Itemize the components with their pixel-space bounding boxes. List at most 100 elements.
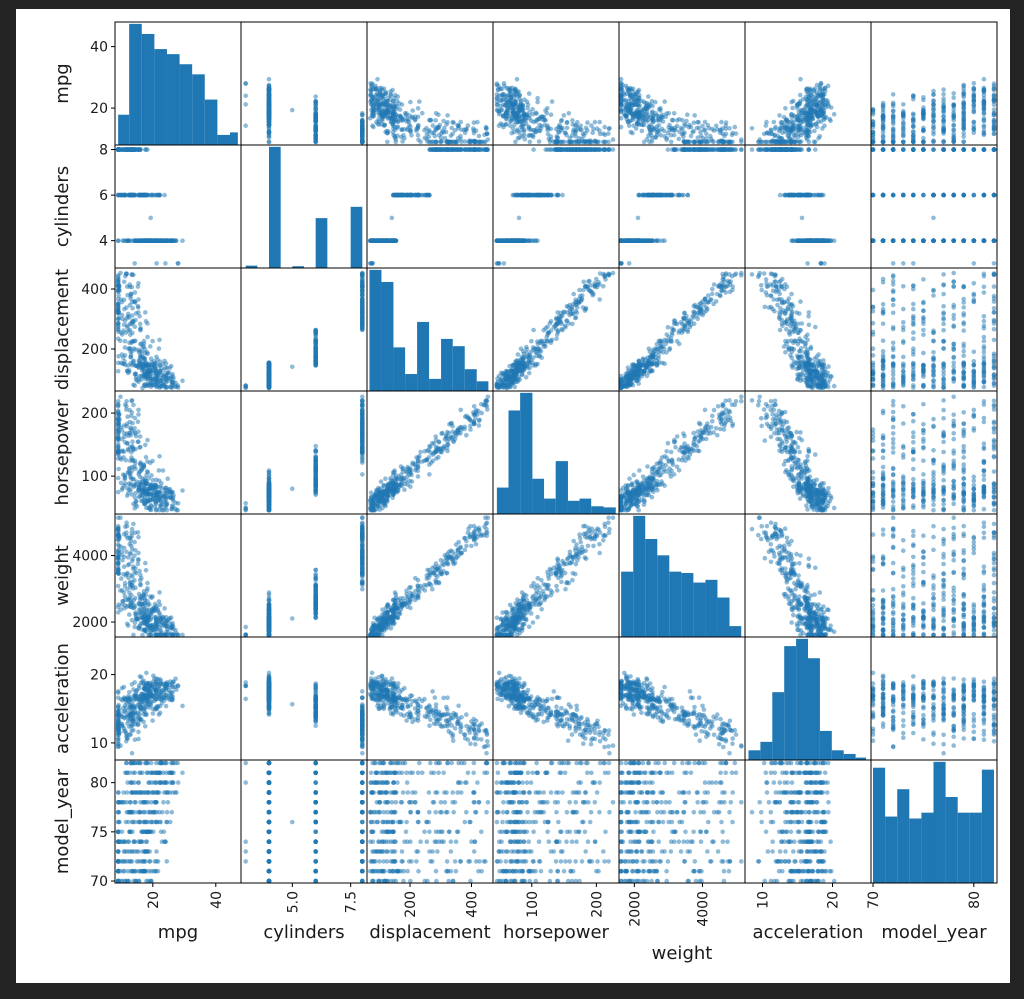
scatter-point xyxy=(577,147,582,152)
scatter-point xyxy=(313,113,319,119)
scatter-point xyxy=(727,126,732,131)
scatter-point xyxy=(692,113,697,118)
scatter-point xyxy=(502,102,508,108)
panel-mpg-vs-mpg xyxy=(118,23,238,145)
scatter-point xyxy=(658,108,663,113)
scatter-point xyxy=(991,97,997,103)
scatter-point xyxy=(392,124,398,130)
scatter-point xyxy=(162,192,167,198)
scatter-point xyxy=(777,113,782,118)
scatter-point xyxy=(602,124,607,130)
scatter-point xyxy=(430,130,435,136)
panel-cylinders-vs-model_year xyxy=(870,147,997,266)
scatter-point xyxy=(148,215,153,221)
scatter-point xyxy=(533,110,538,116)
scatter-point xyxy=(138,326,143,331)
scatter-point xyxy=(642,106,647,111)
scatter-point xyxy=(812,97,817,103)
scatter-point xyxy=(516,119,522,124)
scatter-point xyxy=(981,106,987,111)
scatter-point xyxy=(526,133,531,138)
scatter-matrix: 2040mpg468cylinders200400displacement100… xyxy=(52,21,998,964)
scatter-point xyxy=(383,111,389,117)
scatter-point xyxy=(819,238,825,243)
scatter-point xyxy=(243,123,248,128)
scatter-point xyxy=(415,132,421,138)
scatter-point xyxy=(793,147,798,152)
scatter-point xyxy=(389,215,395,221)
scatter-point xyxy=(515,192,520,198)
scatter-point xyxy=(509,92,514,97)
scatter-point xyxy=(266,76,272,82)
scatter-point xyxy=(802,108,808,113)
scatter-point xyxy=(567,139,572,145)
scatter-point xyxy=(991,125,997,131)
scatter-point xyxy=(681,192,686,198)
scatter-point xyxy=(941,91,946,97)
scatter-point xyxy=(665,130,671,136)
scatter-point xyxy=(542,117,547,123)
scatter-point xyxy=(659,126,665,132)
scatter-point xyxy=(414,126,419,132)
scatter-point xyxy=(695,135,700,140)
scatter-point xyxy=(494,96,500,101)
figure-canvas: 20 40 mpg 4 6 8 cylinders 200 400 displacement 100… xyxy=(16,9,1010,983)
panel-mpg-vs-acceleration xyxy=(749,76,837,145)
scatter-point xyxy=(587,139,592,145)
scatter-point xyxy=(381,86,387,92)
scatter-point xyxy=(822,123,827,128)
scatter-point xyxy=(557,130,562,135)
scatter-point xyxy=(290,107,295,113)
scatter-point xyxy=(543,108,548,113)
scatter-point xyxy=(388,89,393,94)
scatter-point xyxy=(442,135,448,141)
scatter-point xyxy=(360,118,365,123)
scatter-point xyxy=(971,86,977,91)
scatter-point xyxy=(452,139,458,145)
scatter-point xyxy=(807,192,813,198)
scatter-point xyxy=(391,192,396,198)
scatter-point xyxy=(122,359,127,364)
scatter-point xyxy=(313,94,319,99)
scatter-point xyxy=(739,139,744,145)
scatter-point xyxy=(602,139,607,145)
scatter-point xyxy=(674,118,680,123)
scatter-point xyxy=(407,192,412,198)
scatter-point xyxy=(514,76,520,82)
scatter-point xyxy=(961,94,966,100)
scatter-point xyxy=(727,147,733,152)
scatter-point xyxy=(991,92,997,98)
scatter-point xyxy=(554,192,559,198)
scatter-point xyxy=(880,192,886,198)
scatter-point xyxy=(516,215,522,221)
scatter-point xyxy=(577,139,582,145)
scatter-point xyxy=(796,238,801,243)
scatter-point xyxy=(890,261,896,266)
scatter-point xyxy=(564,125,570,131)
scatter-point xyxy=(786,192,792,198)
panel-cylinders-vs-mpg xyxy=(115,147,185,266)
scatter-point xyxy=(941,238,946,243)
scatter-point xyxy=(115,368,121,374)
scatter-point xyxy=(971,123,977,129)
scatter-point xyxy=(941,108,946,113)
scatter-point xyxy=(635,89,641,94)
scatter-point xyxy=(911,93,916,98)
scatter-point xyxy=(367,238,373,243)
scatter-point xyxy=(549,99,555,104)
scatter-point xyxy=(816,192,821,198)
scatter-point xyxy=(397,113,403,119)
scatter-point xyxy=(554,133,560,139)
scatter-point xyxy=(557,147,562,152)
scatter-point xyxy=(266,106,272,111)
scatter-point xyxy=(951,133,956,139)
scatter-point xyxy=(711,139,716,145)
scatter-point xyxy=(971,238,977,243)
scatter-point xyxy=(426,192,432,198)
scatter-point xyxy=(649,124,655,130)
scatter-point xyxy=(911,111,916,117)
scatter-point xyxy=(941,147,946,152)
scatter-point xyxy=(723,147,729,152)
scatter-point xyxy=(951,192,956,198)
scatter-point xyxy=(382,122,388,128)
